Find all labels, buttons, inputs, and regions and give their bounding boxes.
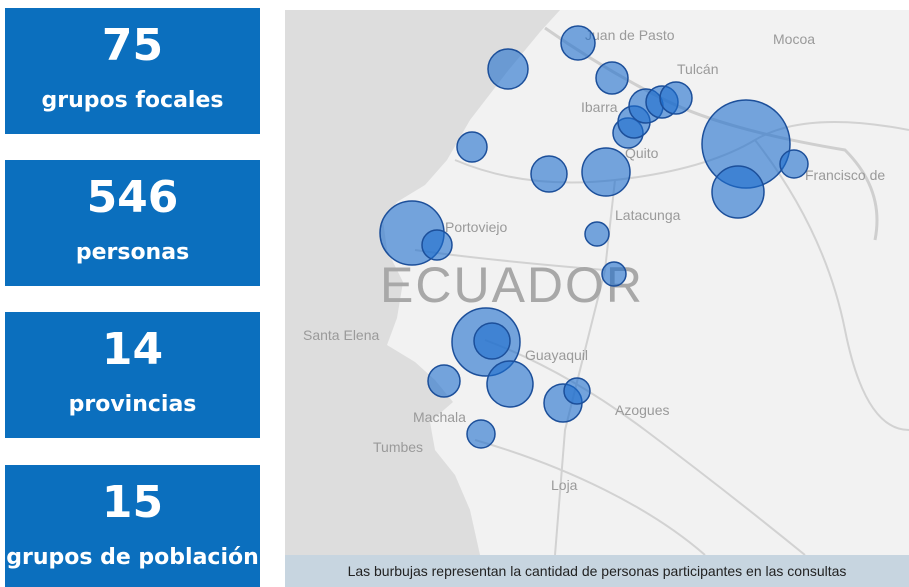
stat-card: 14 provincias <box>5 312 260 438</box>
bubble <box>560 25 596 61</box>
bubble <box>466 419 496 449</box>
bubble <box>563 377 591 405</box>
place-label: Loja <box>551 477 578 493</box>
bubble <box>487 48 529 90</box>
stat-card: 15 grupos de población <box>5 465 260 587</box>
stat-value: 546 <box>86 172 179 223</box>
stat-value: 14 <box>101 324 164 375</box>
stat-label: personas <box>75 240 190 265</box>
stat-value: 15 <box>101 477 164 528</box>
place-label: Portoviejo <box>445 219 507 235</box>
place-label: Latacunga <box>615 207 681 223</box>
bubble <box>473 322 511 360</box>
bubble <box>530 155 568 193</box>
bubble <box>581 147 631 197</box>
bubble <box>779 149 809 179</box>
map-caption: Las burbujas representan la cantidad de … <box>285 555 909 587</box>
stat-label: grupos de población <box>6 545 259 570</box>
bubble <box>427 364 461 398</box>
place-label: Tulcán <box>677 61 719 77</box>
bubble <box>584 221 610 247</box>
stat-value: 75 <box>101 20 164 71</box>
place-label: Azogues <box>615 402 669 418</box>
stat-card: 546 personas <box>5 160 260 286</box>
place-label: Santa Elena <box>303 327 379 343</box>
place-label: Tumbes <box>373 439 423 455</box>
stat-label: grupos focales <box>41 88 224 113</box>
country-label: ECUADOR <box>380 257 644 313</box>
bubble <box>711 165 765 219</box>
bubble <box>421 229 453 261</box>
bubble <box>486 360 534 408</box>
stat-card: 75 grupos focales <box>5 8 260 134</box>
place-label: Juan de Pasto <box>585 27 675 43</box>
place-label: Francisco de <box>805 167 885 183</box>
place-label: Mocoa <box>773 31 815 47</box>
place-label: Ibarra <box>581 99 618 115</box>
place-label: Quito <box>625 145 659 161</box>
bubble <box>659 81 693 115</box>
bubble <box>601 261 627 287</box>
place-label: Guayaquil <box>525 347 588 363</box>
bubble <box>456 131 488 163</box>
stat-label: provincias <box>68 392 197 417</box>
bubble <box>595 61 629 95</box>
map: ECUADOR Juan de Pasto Mocoa Tulcán Ibarra Qui… <box>285 10 909 555</box>
place-label: Machala <box>413 409 466 425</box>
